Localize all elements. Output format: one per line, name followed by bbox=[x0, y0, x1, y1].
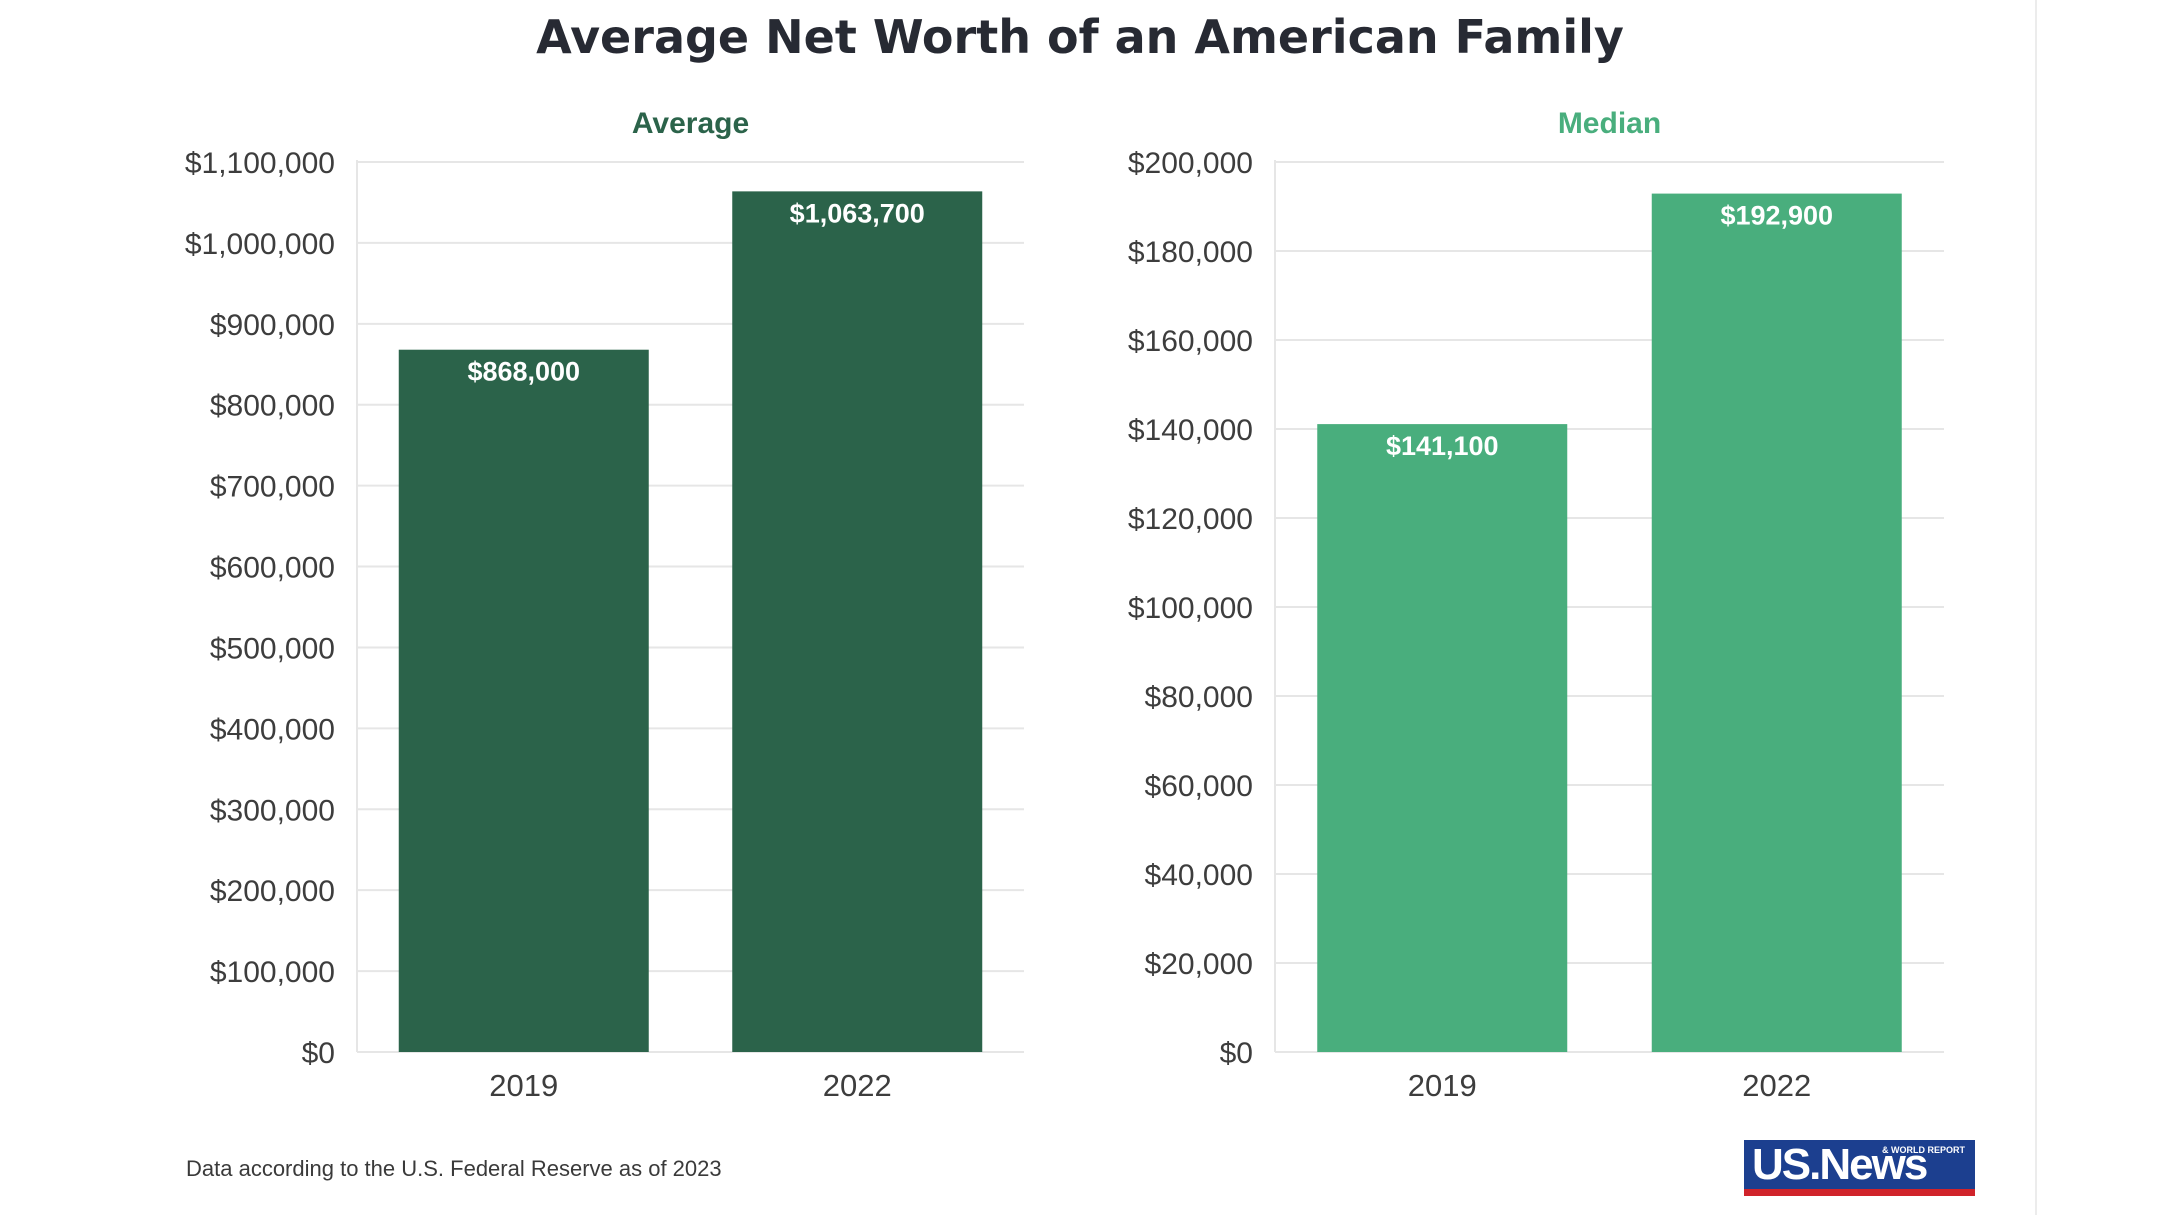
median-y-tick-label: $100,000 bbox=[1128, 592, 1253, 625]
average-bar-value-label: $868,000 bbox=[467, 357, 580, 387]
average-y-tick-label: $700,000 bbox=[210, 471, 335, 504]
median-bar bbox=[1651, 193, 1902, 1053]
logo-background bbox=[1744, 1140, 1975, 1189]
average-y-tick-label: $800,000 bbox=[210, 390, 335, 423]
median-y-tick-label: $60,000 bbox=[1145, 770, 1253, 803]
median-bar-value-label: $141,100 bbox=[1386, 431, 1499, 461]
median-y-tick-label: $0 bbox=[1220, 1037, 1253, 1070]
average-y-tick-label: $200,000 bbox=[210, 875, 335, 908]
median-x-tick-label: 2019 bbox=[1408, 1068, 1477, 1103]
logo-wordmark: US.News bbox=[1752, 1140, 1928, 1189]
average-y-tick-label: $400,000 bbox=[210, 713, 335, 746]
average-subtitle: Average bbox=[632, 107, 749, 140]
logo-stripe bbox=[1744, 1189, 1975, 1196]
median-y-tick-label: $180,000 bbox=[1128, 236, 1253, 269]
page-edge-divider bbox=[2035, 0, 2037, 1215]
average-bar bbox=[732, 191, 983, 1052]
average-y-tick-label: $600,000 bbox=[210, 552, 335, 585]
median-bar-value-label: $192,900 bbox=[1720, 201, 1833, 231]
average-y-tick-label: $1,000,000 bbox=[185, 228, 335, 261]
median-y-tick-label: $160,000 bbox=[1128, 325, 1253, 358]
median-y-tick-label: $40,000 bbox=[1145, 859, 1253, 892]
median-subtitle: Median bbox=[1558, 107, 1661, 140]
average-y-tick-label: $500,000 bbox=[210, 632, 335, 665]
main-title: Average Net Worth of an American Family bbox=[536, 10, 1624, 64]
median-y-tick-label: $20,000 bbox=[1145, 948, 1253, 981]
average-y-tick-label: $1,100,000 bbox=[185, 147, 335, 180]
median-x-tick-label: 2022 bbox=[1742, 1068, 1811, 1103]
average-y-tick-label: $300,000 bbox=[210, 794, 335, 827]
usnews-logo[interactable]: US.News & WORLD REPORT bbox=[1744, 1140, 1975, 1196]
average-y-tick-label: $0 bbox=[302, 1037, 335, 1070]
median-bar bbox=[1317, 424, 1568, 1053]
median-y-tick-label: $200,000 bbox=[1128, 147, 1253, 180]
median-y-tick-label: $80,000 bbox=[1145, 681, 1253, 714]
median-y-tick-label: $120,000 bbox=[1128, 503, 1253, 536]
average-x-tick-label: 2022 bbox=[823, 1068, 892, 1103]
average-x-tick-label: 2019 bbox=[489, 1068, 558, 1103]
logo-subtext: & WORLD REPORT bbox=[1882, 1145, 1965, 1155]
median-y-tick-label: $140,000 bbox=[1128, 414, 1253, 447]
average-bar-value-label: $1,063,700 bbox=[790, 198, 925, 228]
average-bar bbox=[398, 349, 649, 1052]
average-y-tick-label: $900,000 bbox=[210, 309, 335, 342]
average-y-tick-label: $100,000 bbox=[210, 956, 335, 989]
source-note: Data according to the U.S. Federal Reser… bbox=[186, 1156, 722, 1181]
